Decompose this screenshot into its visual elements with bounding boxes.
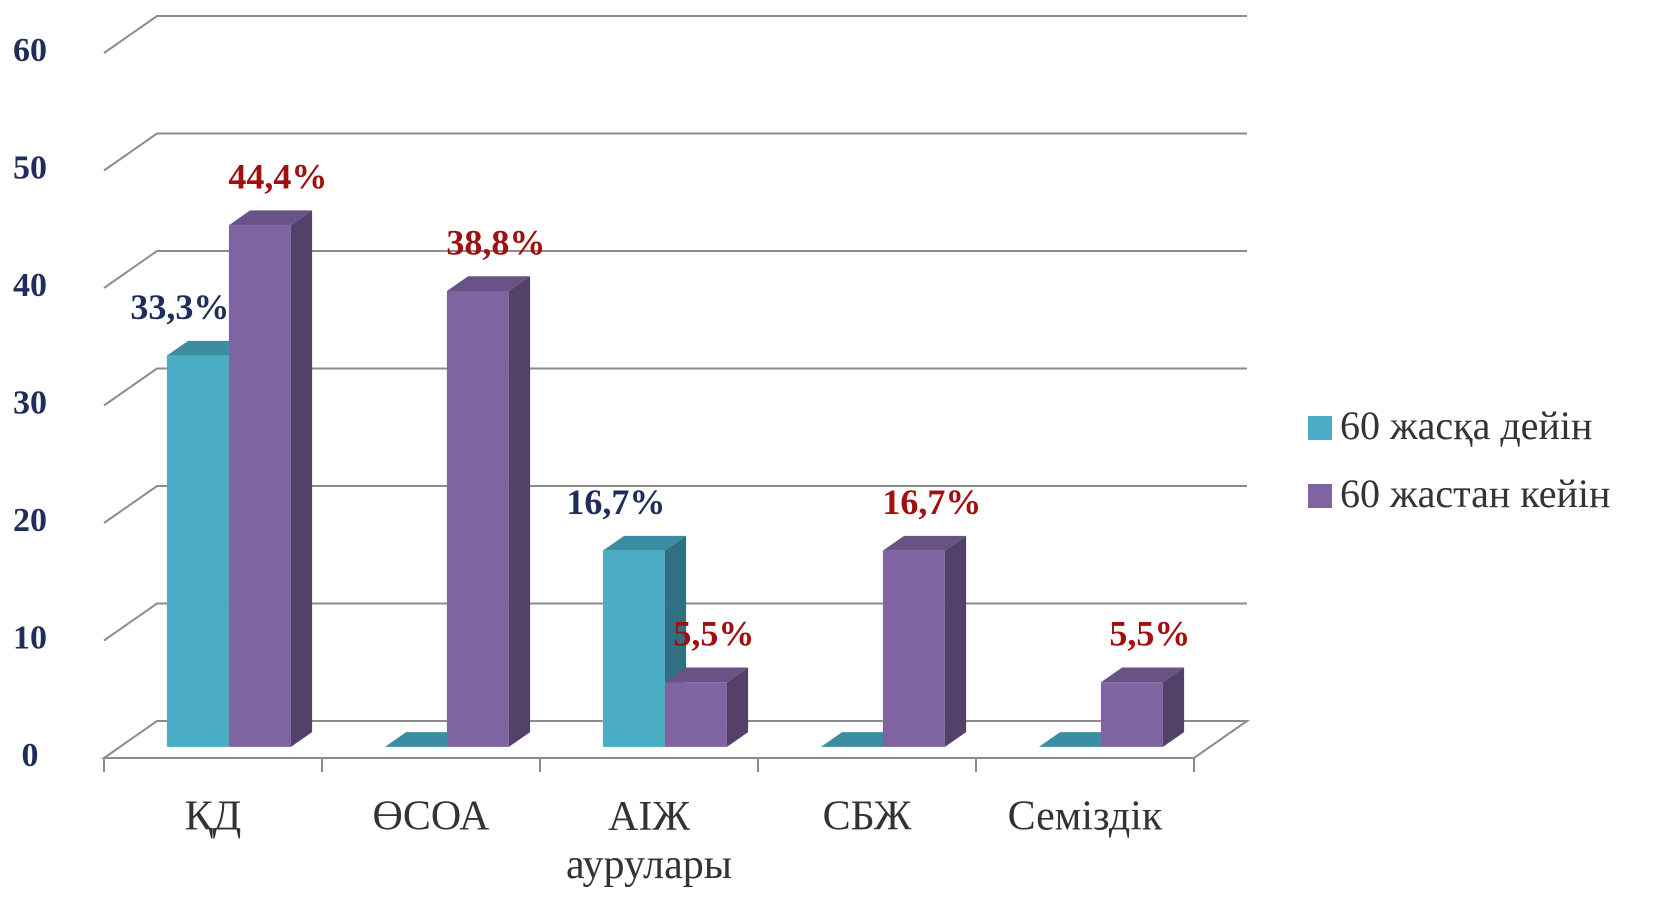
legend-swatch (1308, 484, 1332, 508)
bar (228, 210, 313, 747)
bar-side (726, 667, 749, 747)
grid-line (103, 250, 1247, 289)
x-tick-label: ҚД (185, 794, 242, 840)
bar (602, 535, 687, 747)
value-label: 33,3% (130, 287, 229, 327)
bar-front (1100, 682, 1163, 747)
y-tick-label: 20 (13, 502, 47, 539)
bar-top (446, 276, 531, 291)
bar-top (602, 535, 687, 551)
grid-line (103, 485, 1247, 524)
bar-side (290, 210, 313, 747)
bar-front (446, 291, 509, 747)
value-label: 16,7% (882, 482, 981, 522)
bar-side (1162, 667, 1185, 747)
bar (664, 667, 749, 747)
x-tick-label: АІЖ аурулары (566, 794, 732, 888)
bar (1100, 667, 1185, 747)
bar-side (944, 535, 967, 747)
bar-front (882, 550, 945, 747)
bar-top (664, 667, 749, 683)
bar (446, 276, 531, 747)
value-label: 44,4% (228, 157, 327, 197)
bar-top (228, 210, 313, 226)
bar-front (602, 550, 665, 747)
legend-label: 60 жастан кейін (1340, 471, 1610, 516)
y-tick-label: 30 (13, 384, 47, 421)
bar-front (664, 682, 727, 747)
x-tick-label: Семіздік (1008, 794, 1163, 840)
floor (100, 720, 1251, 759)
legend-swatch (1308, 416, 1332, 440)
value-label: 5,5% (1109, 614, 1190, 654)
grid-line (103, 367, 1247, 407)
y-tick-label: 50 (13, 149, 47, 186)
y-tick-label: 40 (13, 267, 47, 304)
value-label: 38,8% (446, 222, 545, 262)
y-tick-label: 10 (13, 619, 47, 656)
value-label: 16,7% (566, 482, 665, 522)
bar (882, 535, 967, 747)
value-label: 5,5% (673, 614, 754, 654)
y-tick-label: 0 (22, 737, 39, 774)
legend-label: 60 жасқа дейін (1340, 403, 1592, 448)
bar-front (228, 225, 291, 747)
bar-top (882, 535, 967, 551)
x-tick-label: ӨСОА (373, 794, 491, 840)
y-tick-label: 60 (13, 32, 47, 69)
bar-top (1100, 667, 1185, 683)
bar-side (508, 276, 531, 747)
x-tick-label: СБЖ (823, 794, 912, 840)
grid-line (103, 15, 1247, 54)
bar-front (166, 355, 229, 747)
grid-line (103, 132, 1247, 172)
